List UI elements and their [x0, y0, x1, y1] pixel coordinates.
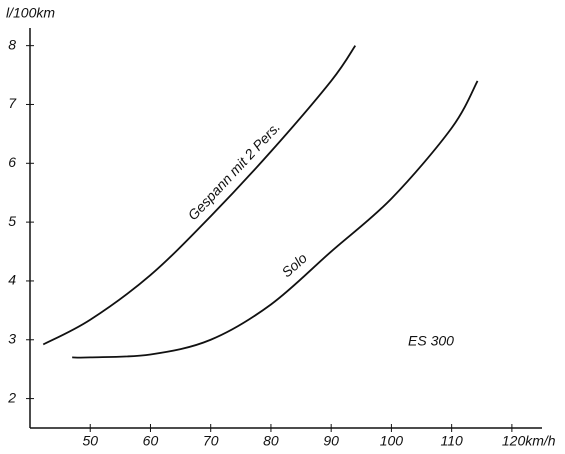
y-tick-label: 5 — [8, 213, 16, 229]
x-tick-label: 110 — [440, 433, 463, 449]
y-tick-label: 6 — [8, 154, 16, 170]
y-axis-label: l/100km — [6, 5, 55, 21]
x-tick-label: 80 — [263, 433, 279, 449]
series-label: Gespann mit 2 Pers. — [185, 119, 284, 223]
x-tick-label: 90 — [323, 433, 339, 449]
y-tick-label: 3 — [8, 330, 16, 346]
series-line — [72, 80, 479, 359]
series-line — [42, 45, 357, 346]
y-tick-label: 4 — [8, 272, 16, 288]
x-tick-label: 60 — [143, 433, 159, 449]
x-tick-label: 50 — [82, 433, 98, 449]
x-tick-label: 120km/h — [502, 433, 556, 449]
y-tick-label: 8 — [8, 36, 16, 52]
y-tick-label: 2 — [7, 389, 16, 405]
y-tick-label: 7 — [8, 95, 17, 111]
x-tick-label: 70 — [203, 433, 219, 449]
annotation: ES 300 — [408, 333, 454, 349]
x-tick-label: 100 — [380, 433, 404, 449]
